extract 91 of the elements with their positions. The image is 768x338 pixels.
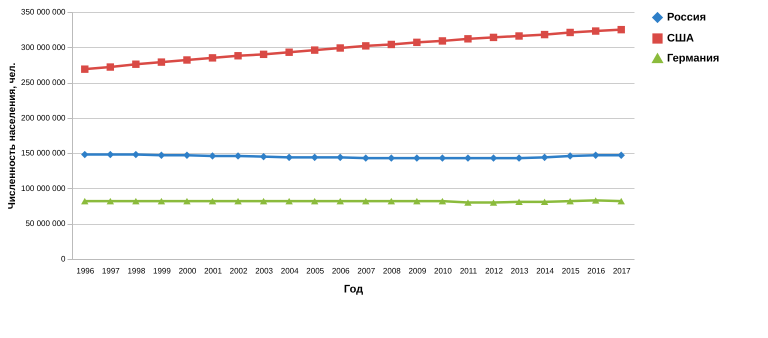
x-tick-label: 2005 [306,266,325,276]
point [336,154,344,162]
point [158,58,166,66]
point [234,52,242,60]
x-tick-label: 2000 [178,266,197,276]
point [106,198,114,204]
point [515,154,523,162]
point [208,152,216,160]
point [566,28,574,36]
x-tick-label: 2001 [204,266,222,276]
point [81,150,88,158]
y-tick-label: 200 000 000 [21,113,66,122]
point [362,198,370,204]
y-tick-label: 50 000 000 [25,219,66,228]
point [81,65,88,73]
point [388,40,396,48]
x-tick-label: 2002 [230,266,248,276]
y-tick-label: 150 000 000 [21,148,66,158]
point [81,198,88,204]
x-tick-label: 2016 [587,266,606,276]
point [310,198,318,204]
x-tick-label: 2011 [460,266,478,276]
point [310,46,318,54]
point [362,42,370,50]
x-tick-label: 2006 [332,266,350,276]
point [592,27,600,35]
point [464,35,472,43]
point [183,56,191,64]
point [158,198,166,204]
point [208,54,216,62]
y-tick-label: 100 000 000 [21,184,66,193]
x-tick-label: 1998 [127,266,146,276]
point [438,198,446,204]
point [592,197,600,204]
point [540,30,548,38]
x-tick-label: 2013 [510,266,529,276]
point [362,154,370,162]
x-tick-label: 2014 [536,266,555,276]
legend-label: Россия [667,12,706,24]
legend-label: США [667,32,694,44]
y-axis-title: Численность населения, чел. [7,62,18,210]
x-tick-label: 2017 [612,266,632,276]
point [208,198,216,204]
point [490,199,498,206]
point [336,44,344,52]
y-tick-label: 250 000 000 [21,78,66,88]
point [618,198,625,204]
point [336,198,344,204]
point [490,34,498,42]
x-tick-label: 2004 [280,266,300,276]
point [438,37,446,45]
x-tick-label: 2007 [357,266,376,276]
point [234,198,242,204]
point [234,152,242,160]
y-tick-label: 0 [61,254,66,264]
point [618,152,625,159]
x-tick-label: 1996 [76,266,95,276]
point [515,32,523,40]
point [566,198,574,204]
point [132,60,140,68]
x-tick-label: 2015 [562,266,580,276]
x-axis-title: Год [344,284,364,296]
point [464,199,472,206]
point [413,198,421,204]
point [413,38,421,46]
x-tick-label: 2009 [408,266,427,276]
point [592,152,600,159]
point [388,198,396,204]
legend-label: Германия [667,52,720,64]
x-tick-label: 2012 [485,266,504,276]
point [540,154,548,162]
x-tick-label: 1999 [153,266,172,276]
point [515,198,523,206]
y-tick-label: 350 000 000 [21,8,66,16]
point [106,63,114,71]
point [285,48,293,56]
point [540,198,548,206]
x-tick-label: 2008 [382,266,402,276]
point [260,152,268,160]
point [183,198,191,204]
x-tick-label: 2003 [255,266,274,276]
point [490,154,498,162]
point [132,198,140,204]
y-tick-label: 300 000 000 [21,42,66,52]
point [618,26,625,34]
point [260,50,268,58]
x-tick-label: 2010 [434,266,452,276]
point [464,154,472,162]
point [260,198,268,204]
point [285,198,293,204]
x-tick-label: 1997 [102,266,120,276]
